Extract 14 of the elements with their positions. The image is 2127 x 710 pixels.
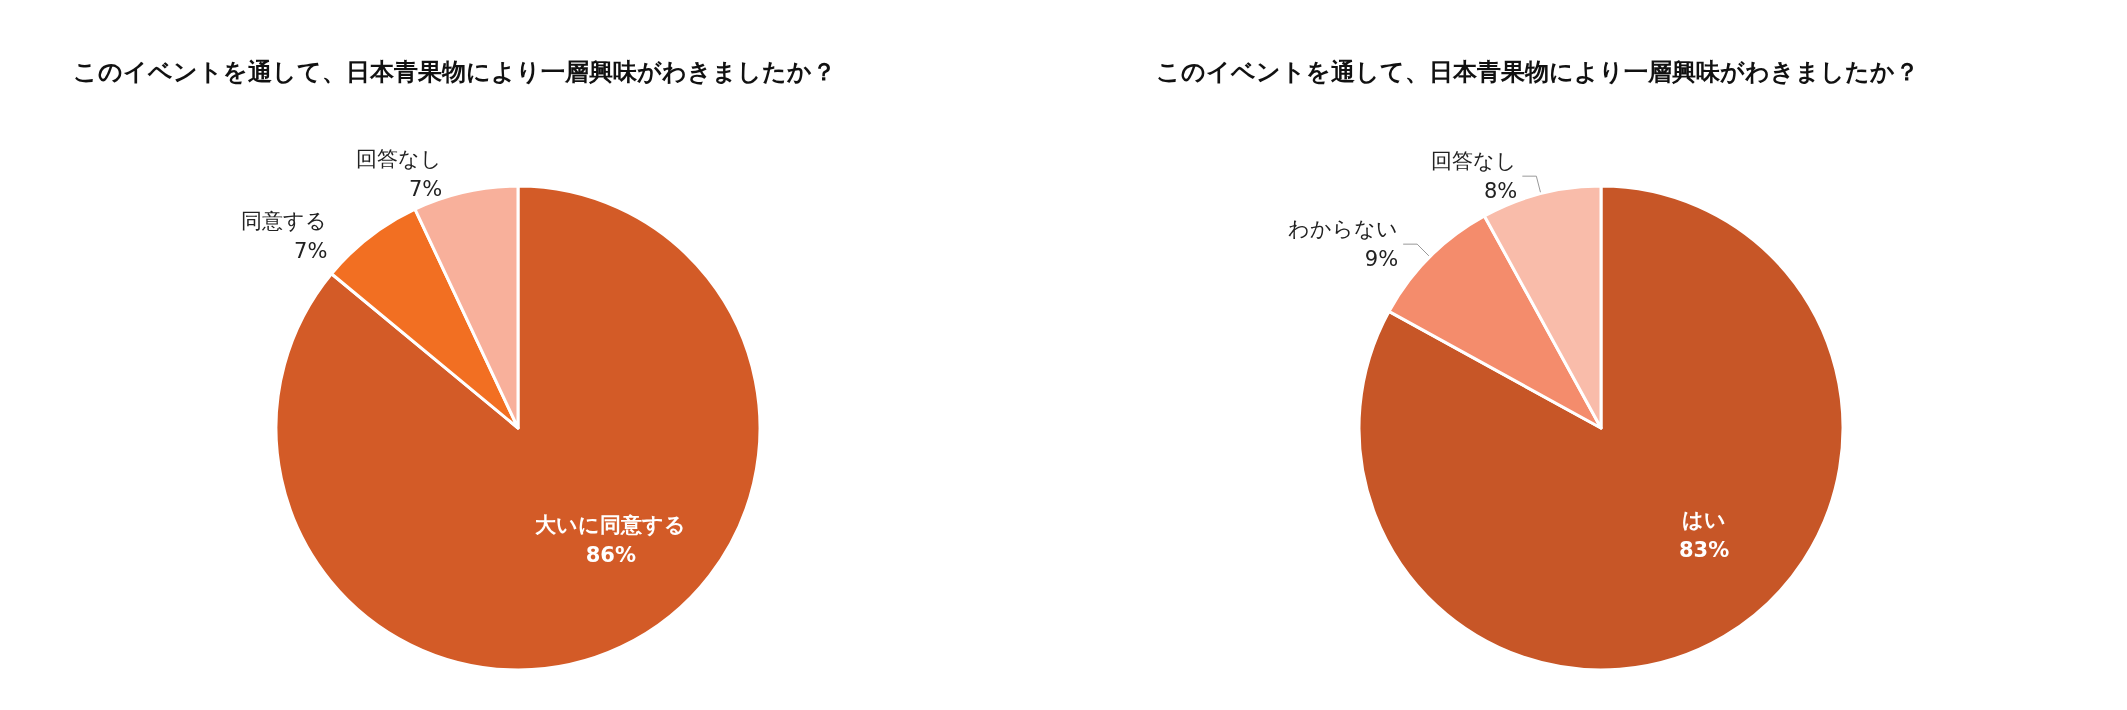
data-label: 83% <box>1678 537 1730 562</box>
chart-title: このイベントを通して、日本青果物により一層興味がわきましたか？ <box>73 58 836 86</box>
slice-label: はい <box>1682 507 1727 532</box>
data-label: 86% <box>585 543 636 568</box>
data-label: 8% <box>1484 179 1518 204</box>
slice-label: 回答なし <box>356 147 443 172</box>
chart-title: このイベントを通して、日本青果物により一層興味がわきましたか？ <box>1156 58 1919 86</box>
slice-label: 同意する <box>241 209 328 234</box>
data-label: 7% <box>294 239 328 264</box>
slice-label: 大いに同意する <box>535 513 687 538</box>
data-label: 9% <box>1364 247 1399 272</box>
data-label: 7% <box>408 177 443 202</box>
slice-label: 回答なし <box>1431 149 1518 174</box>
slice-label: わからない <box>1288 217 1399 242</box>
